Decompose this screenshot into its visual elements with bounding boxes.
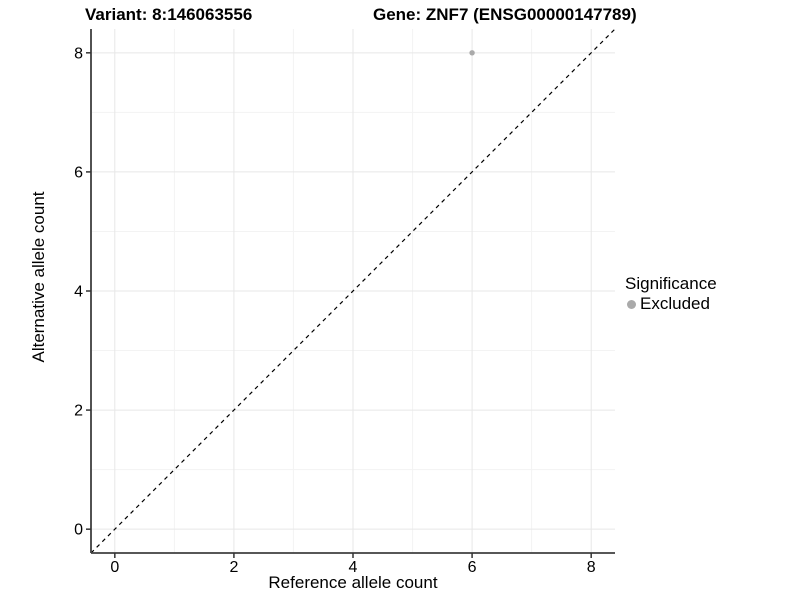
y-axis-title: Alternative allele count <box>29 191 48 363</box>
y-tick-label: 2 <box>74 403 83 420</box>
identity-line <box>90 28 616 554</box>
plot-title-gene: Gene: ZNF7 (ENSG00000147789) <box>373 5 637 24</box>
y-tick-label: 8 <box>74 45 83 62</box>
legend: Significance Excluded <box>625 275 717 313</box>
excluded-point-swatch <box>627 299 636 309</box>
legend-item-label: Excluded <box>640 294 710 313</box>
legend-title: Significance <box>625 274 717 293</box>
x-axis-title: Reference allele count <box>268 573 438 592</box>
x-tick-label: 8 <box>587 559 596 576</box>
x-tick-label: 4 <box>349 559 358 576</box>
legend-item-excluded: Excluded <box>627 295 717 313</box>
y-tick-label: 6 <box>74 164 83 181</box>
x-tick-label: 2 <box>229 559 238 576</box>
plot-title-variant: Variant: 8:146063556 <box>85 5 253 24</box>
x-tick-label: 0 <box>110 559 119 576</box>
y-tick-label: 0 <box>74 522 83 539</box>
y-tick-label: 4 <box>74 284 83 301</box>
x-tick-label: 6 <box>468 559 477 576</box>
data-point <box>469 50 475 56</box>
